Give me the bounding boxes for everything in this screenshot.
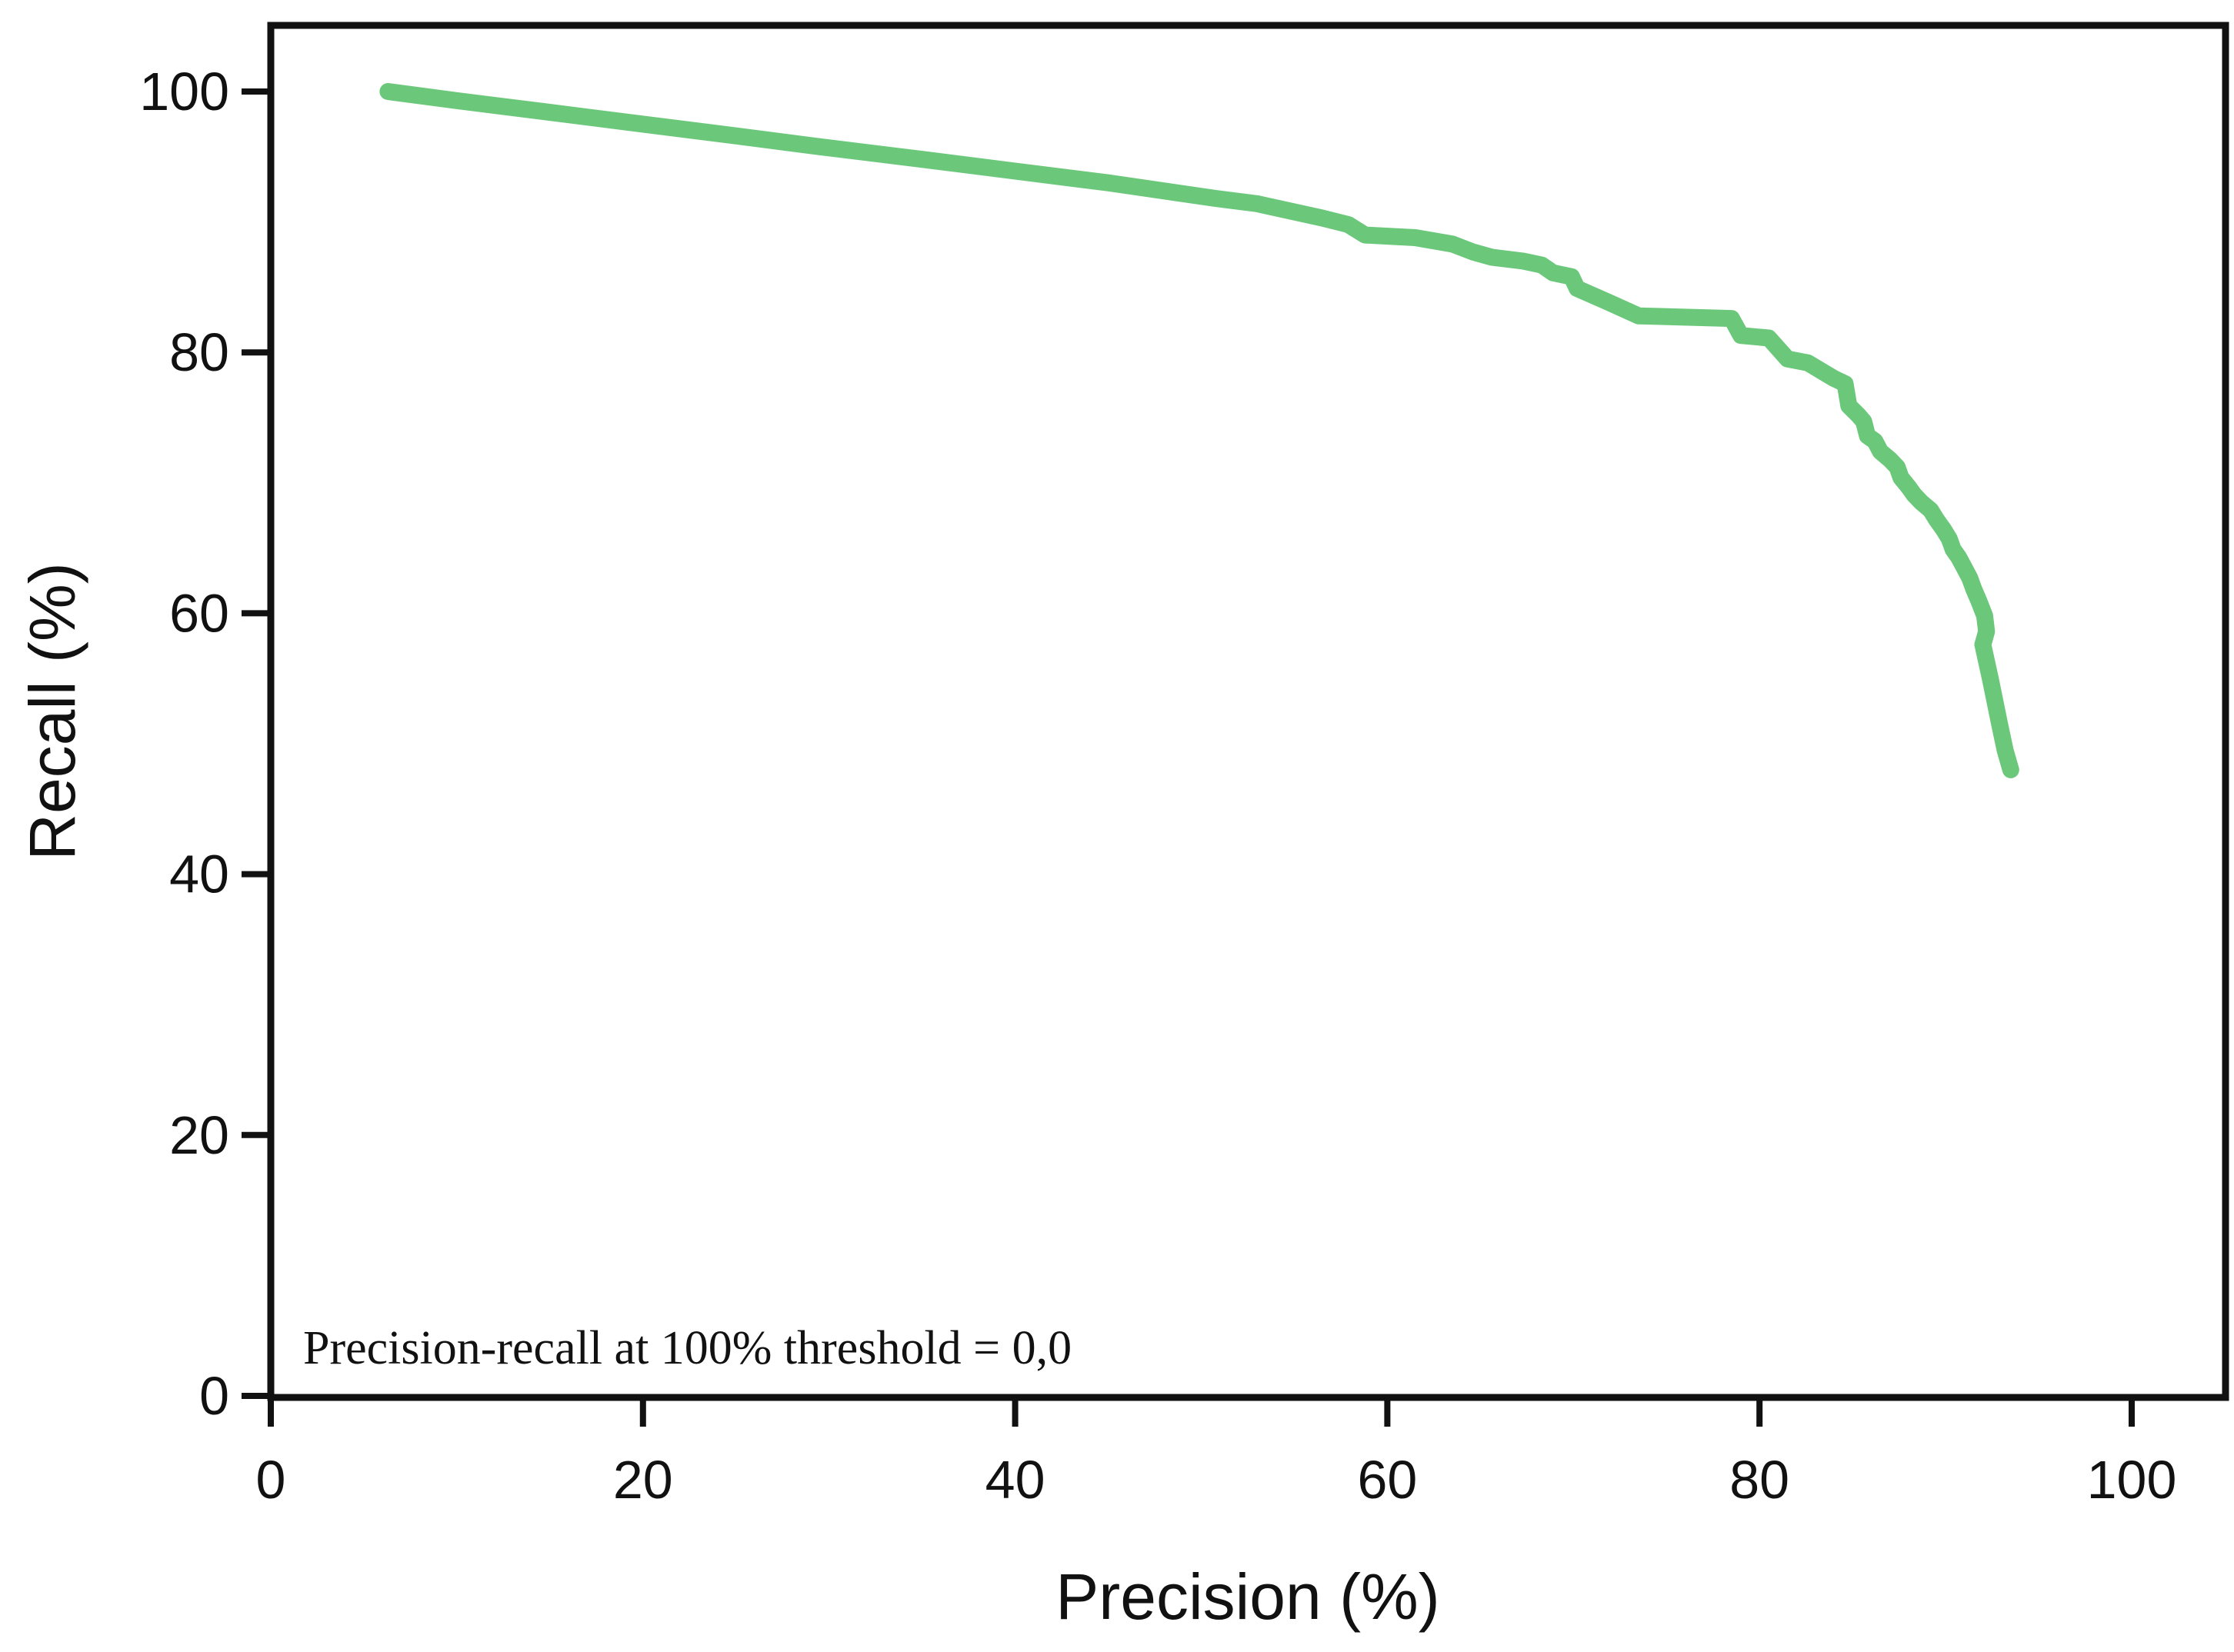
x-tick-label: 80 — [1729, 1450, 1789, 1510]
x-axis-ticks — [268, 1397, 2135, 1427]
plot-border — [267, 22, 2229, 1401]
x-tick-label: 100 — [2087, 1450, 2177, 1510]
x-tick-label: 40 — [985, 1450, 1045, 1510]
y-tick-label: 0 — [199, 1366, 229, 1426]
y-tick-label: 60 — [169, 583, 229, 643]
x-tick-label: 60 — [1357, 1450, 1417, 1510]
y-tick-label: 20 — [169, 1105, 229, 1165]
y-tick-label: 80 — [169, 322, 229, 382]
precision-recall-curve — [379, 83, 2019, 778]
y-tick-label: 40 — [169, 844, 229, 904]
x-axis-tick-labels: 0 20 40 60 80 100 — [256, 1450, 2177, 1510]
x-tick-label: 20 — [613, 1450, 673, 1510]
y-axis-tick-labels: 0 20 40 60 80 100 — [139, 62, 229, 1426]
y-tick-label: 100 — [139, 62, 229, 122]
x-axis-title: Precision (%) — [1055, 1560, 1439, 1633]
y-axis-title: Recall (%) — [16, 562, 88, 860]
y-axis-ticks — [242, 88, 271, 1399]
annotation-text: Precision-recall at 100% threshold = 0,0 — [303, 1322, 1072, 1374]
x-tick-label: 0 — [256, 1450, 286, 1510]
